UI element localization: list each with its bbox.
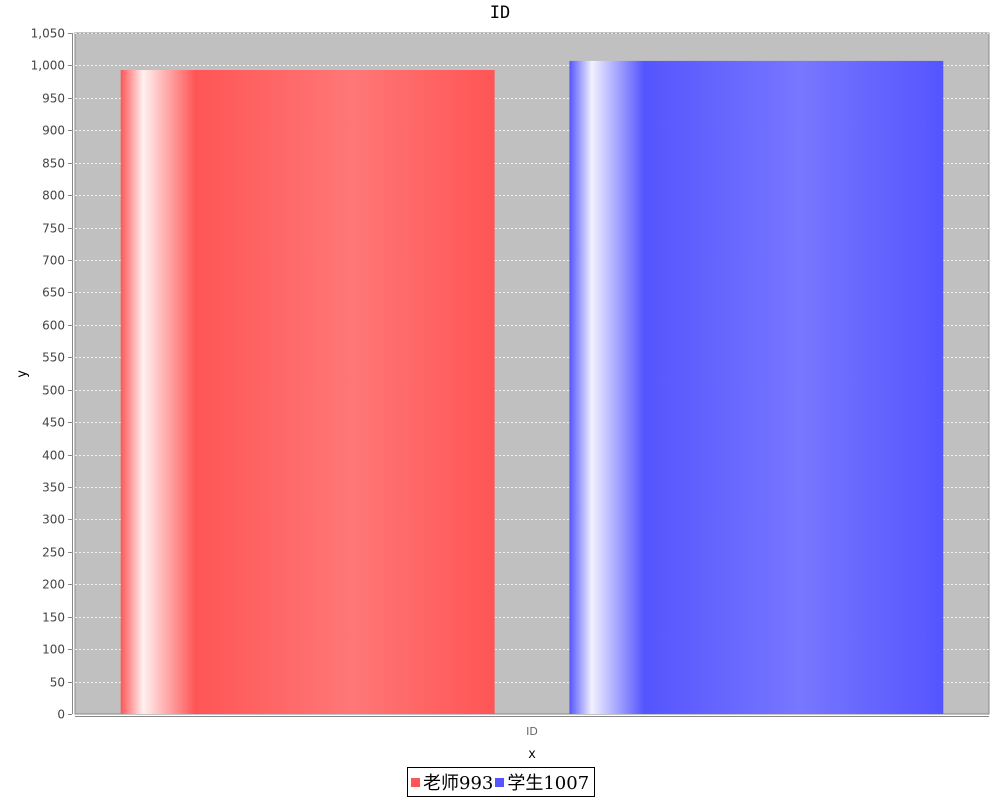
- y-tick-label: 1,050: [31, 27, 65, 41]
- y-axis-title: y: [15, 370, 30, 378]
- y-tick-label: 450: [42, 416, 65, 430]
- y-axis-ticks: 0 50 100 150 200 250 300 350 400 450 500 550 600 650 7…: [31, 27, 72, 722]
- y-tick-label: 300: [42, 513, 65, 527]
- y-tick-label: 100: [42, 643, 65, 657]
- y-tick-label: 0: [57, 708, 65, 722]
- y-tick-label: 150: [42, 611, 65, 625]
- y-tick-label: 950: [42, 92, 65, 106]
- legend-item-student: 学生1007: [495, 769, 589, 795]
- y-tick-label: 400: [42, 449, 65, 463]
- y-tick-label: 200: [42, 578, 65, 592]
- legend-swatch-student: [495, 777, 505, 787]
- legend-item-teacher: 老师993: [411, 769, 493, 795]
- y-tick-label: 700: [42, 254, 65, 268]
- x-axis-title: x: [528, 747, 536, 762]
- chart-title: ID: [490, 3, 510, 23]
- y-tick-label: 500: [42, 384, 65, 398]
- y-tick-label: 750: [42, 222, 65, 236]
- y-tick-label: 600: [42, 319, 65, 333]
- y-tick-label: 250: [42, 546, 65, 560]
- bar-teacher: [120, 70, 495, 714]
- bar-student: [569, 60, 944, 714]
- legend: 老师993 学生1007: [407, 767, 596, 797]
- legend-swatch-teacher: [411, 777, 420, 787]
- y-tick-label: 550: [42, 351, 65, 365]
- y-tick-label: 1,000: [31, 59, 65, 73]
- y-tick-label: 850: [42, 157, 65, 171]
- bars: [120, 60, 944, 714]
- y-tick-label: 900: [42, 124, 65, 138]
- x-category-label: ID: [526, 725, 538, 738]
- y-tick-label: 50: [50, 676, 65, 690]
- y-tick-label: 800: [42, 189, 65, 203]
- y-tick-label: 350: [42, 481, 65, 495]
- legend-label-student: 学生1007: [507, 773, 590, 794]
- legend-label-teacher: 老师993: [423, 773, 494, 794]
- y-tick-label: 650: [42, 286, 65, 300]
